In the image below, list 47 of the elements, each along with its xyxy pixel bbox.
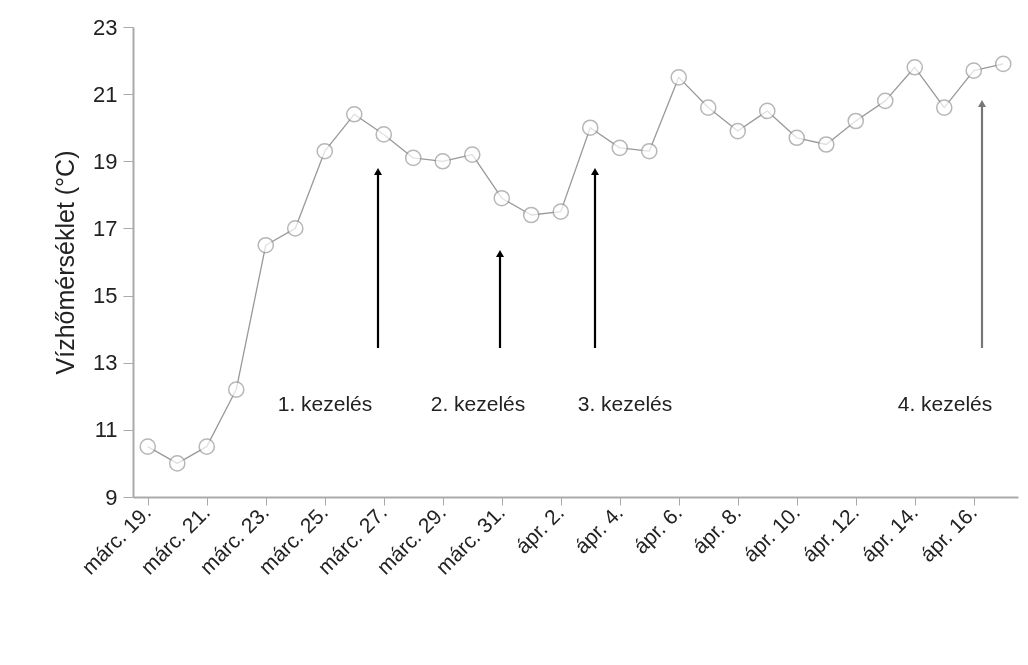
annotation: 3. kezelés xyxy=(577,392,673,415)
y-tick-label: 21 xyxy=(93,81,118,107)
point xyxy=(168,455,186,472)
point xyxy=(552,203,570,220)
point xyxy=(670,69,688,86)
point xyxy=(935,99,953,116)
point xyxy=(139,438,157,455)
point xyxy=(611,139,629,157)
x-tick-label: ápr. 4. xyxy=(569,500,628,558)
y-tick-label: 23 xyxy=(93,14,118,40)
point xyxy=(581,119,599,137)
point xyxy=(198,438,216,455)
y-tick-label: 15 xyxy=(93,283,118,309)
point xyxy=(286,220,304,237)
x-tick-label: ápr. 6. xyxy=(628,500,687,558)
point xyxy=(522,206,540,224)
point xyxy=(729,122,747,140)
point xyxy=(463,146,481,163)
annotation: 2. kezelés xyxy=(430,392,526,415)
point xyxy=(640,142,658,160)
point xyxy=(316,142,334,160)
y-tick-label: 13 xyxy=(93,350,118,376)
point xyxy=(847,112,865,130)
y-axis-title: Vízhőmérséklet (°C) xyxy=(51,150,80,375)
y-tick-label: 9 xyxy=(105,484,118,510)
point xyxy=(404,149,422,167)
y-tick-label: 11 xyxy=(94,417,118,443)
point xyxy=(227,381,245,398)
x-tick-label: ápr. 2. xyxy=(510,500,569,558)
point xyxy=(375,126,393,143)
point xyxy=(345,105,363,123)
point xyxy=(788,129,806,147)
point xyxy=(758,102,776,120)
point xyxy=(493,189,511,207)
point xyxy=(994,55,1012,73)
point xyxy=(434,152,452,170)
y-tick-label: 17 xyxy=(93,215,118,241)
point xyxy=(817,136,835,153)
point xyxy=(906,58,924,76)
annotation: 1. kezelés xyxy=(277,392,373,415)
point xyxy=(699,99,717,116)
annotation: 4. kezelés xyxy=(897,392,993,415)
x-tick-label: ápr. 8. xyxy=(687,500,746,558)
y-tick-label: 19 xyxy=(93,148,118,174)
point xyxy=(876,92,894,110)
point xyxy=(965,62,983,79)
point xyxy=(257,236,275,254)
